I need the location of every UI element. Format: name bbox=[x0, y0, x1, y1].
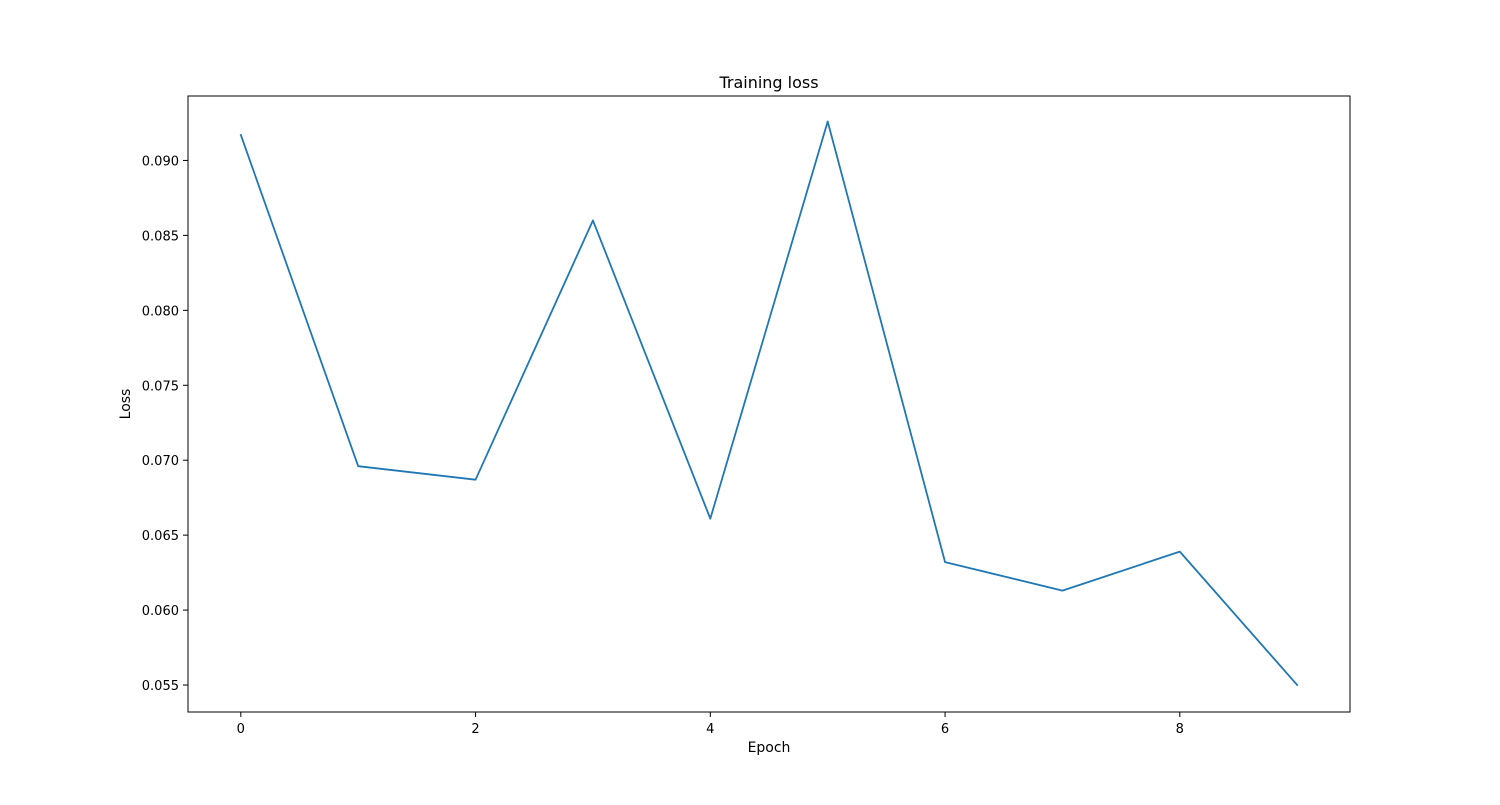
x-tick-label: 4 bbox=[706, 722, 714, 737]
x-tick-label: 6 bbox=[941, 722, 949, 737]
chart-title: Training loss bbox=[718, 73, 818, 92]
y-tick-label: 0.065 bbox=[142, 529, 179, 544]
x-tick-label: 0 bbox=[237, 722, 245, 737]
y-tick-label: 0.070 bbox=[142, 454, 179, 469]
y-tick-label: 0.080 bbox=[142, 304, 179, 319]
y-tick-label: 0.090 bbox=[142, 154, 179, 169]
x-axis-label: Epoch bbox=[748, 740, 791, 756]
series-layer bbox=[239, 120, 1299, 687]
x-axis-ticks: 0 2 4 6 8 bbox=[237, 712, 1184, 737]
y-axis-ticks: 0.055 0.060 0.065 0.070 0.075 0.080 0.085 0.090 bbox=[142, 154, 188, 694]
plot-area-frame bbox=[187, 95, 1351, 713]
y-tick-label: 0.075 bbox=[142, 379, 179, 394]
y-tick-label: 0.085 bbox=[142, 229, 179, 244]
series-line-training-loss bbox=[239, 120, 1299, 687]
y-axis-label: Loss bbox=[118, 389, 134, 420]
y-tick-label: 0.060 bbox=[142, 604, 179, 619]
x-tick-label: 8 bbox=[1176, 722, 1184, 737]
y-tick-label: 0.055 bbox=[142, 679, 179, 694]
x-tick-label: 2 bbox=[471, 722, 479, 737]
